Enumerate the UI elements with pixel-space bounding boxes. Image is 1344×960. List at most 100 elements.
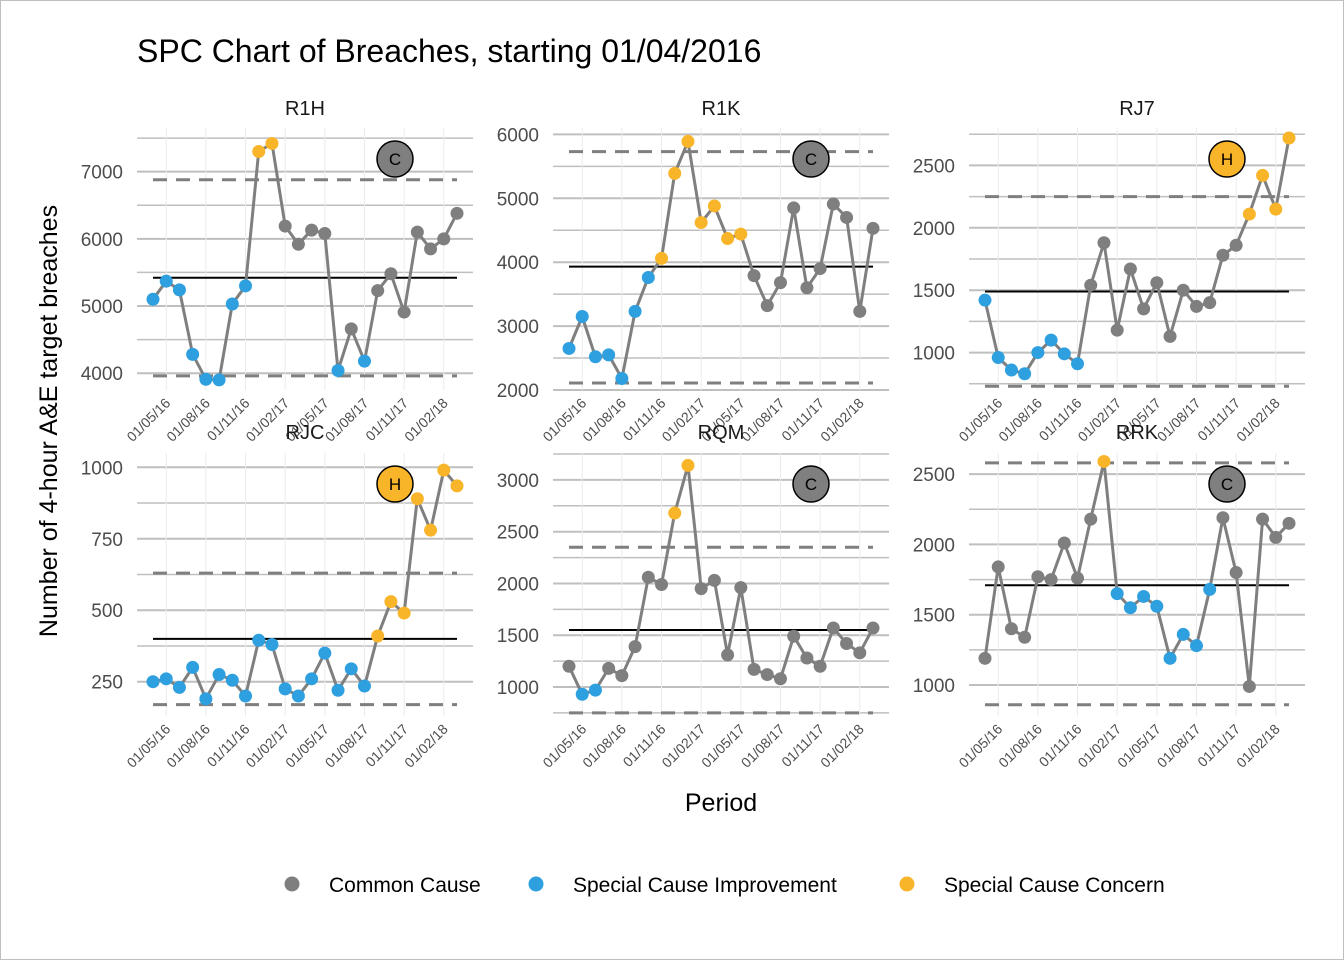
data-point: [1216, 248, 1230, 262]
variation-badge: [376, 465, 414, 503]
x-tick-label: 01/08/17: [738, 395, 788, 445]
data-point: [1004, 363, 1018, 377]
data-point: [734, 227, 748, 241]
y-tick-label: 1000: [81, 458, 123, 479]
data-point: [186, 660, 200, 674]
data-point: [172, 680, 186, 694]
data-point: [265, 638, 279, 652]
data-point: [291, 237, 305, 251]
data-point: [239, 689, 253, 703]
x-tick-label: 01/02/18: [817, 395, 867, 445]
data-point: [681, 458, 695, 472]
x-tick-label: 01/08/16: [579, 721, 629, 771]
data-point: [146, 675, 160, 689]
data-point: [853, 304, 867, 318]
data-point: [1203, 582, 1217, 596]
data-point: [655, 251, 669, 265]
data-point: [225, 673, 239, 687]
y-tick-label: 6000: [81, 230, 123, 251]
data-point: [721, 232, 735, 246]
x-tick-label: 01/02/18: [817, 721, 867, 771]
data-point: [305, 223, 319, 237]
data-point: [437, 232, 451, 246]
data-point: [1071, 357, 1085, 371]
variation-badge: [376, 140, 414, 178]
data-point: [212, 373, 226, 387]
y-tick-label: 1500: [913, 606, 955, 627]
x-axis-title: Period: [685, 789, 757, 817]
data-point: [1044, 333, 1058, 347]
data-point: [1189, 639, 1203, 653]
data-point: [1150, 599, 1164, 613]
x-tick-label: 01/08/17: [1154, 721, 1204, 771]
data-point: [747, 269, 761, 283]
data-point: [853, 646, 867, 660]
x-tick-label: 01/08/16: [995, 721, 1045, 771]
x-tick-label: 01/08/17: [738, 721, 788, 771]
data-point: [450, 206, 464, 220]
data-point: [1242, 679, 1256, 693]
legend-marker: [284, 876, 300, 892]
series-line: [567, 135, 875, 383]
panel-title: RJ7: [1119, 98, 1155, 120]
data-point: [450, 479, 464, 493]
panel-r1k: R1K20003000400050006000C01/05/1601/08/16…: [497, 98, 889, 445]
variation-badge-label: C: [389, 150, 401, 169]
data-point: [252, 145, 266, 159]
data-point: [159, 274, 173, 288]
data-point: [424, 242, 438, 256]
x-tick-label: 01/08/16: [579, 395, 629, 445]
data-point: [357, 354, 371, 368]
panel-title: RJC: [286, 422, 325, 444]
data-point: [641, 271, 655, 285]
data-point: [760, 299, 774, 313]
y-tick-label: 3000: [497, 471, 539, 492]
data-point: [437, 463, 451, 477]
data-point: [1097, 454, 1111, 468]
series-line: [152, 466, 459, 703]
x-tick-label: 01/02/18: [401, 395, 451, 445]
data-point: [707, 573, 721, 587]
data-point: [1269, 202, 1283, 216]
y-tick-label: 750: [91, 530, 123, 551]
data-point: [655, 578, 669, 591]
data-point: [773, 672, 787, 686]
data-point: [1084, 278, 1098, 292]
data-point: [840, 210, 854, 224]
data-point: [787, 629, 801, 643]
x-tick-label: 01/08/16: [163, 395, 213, 445]
data-point: [199, 372, 213, 386]
data-point: [588, 350, 602, 364]
data-point: [866, 621, 880, 635]
data-point: [1137, 589, 1151, 603]
data-point: [172, 283, 186, 297]
data-point: [305, 672, 319, 686]
data-point: [384, 267, 398, 281]
data-point: [1282, 131, 1296, 145]
legend-label: Special Cause Concern: [944, 874, 1165, 897]
data-point: [1110, 323, 1124, 337]
data-point: [1084, 512, 1098, 526]
y-tick-label: 2500: [913, 465, 955, 486]
data-point: [331, 364, 345, 378]
x-tick-label: 01/08/17: [1154, 395, 1204, 445]
legend-label: Special Cause Improvement: [573, 874, 837, 897]
data-point: [826, 197, 840, 211]
data-point: [628, 304, 642, 318]
data-point: [371, 629, 385, 643]
data-point: [840, 637, 854, 651]
x-tick-label: 01/08/16: [163, 721, 213, 771]
data-point: [734, 581, 748, 595]
data-point: [212, 668, 226, 682]
data-point: [978, 651, 992, 665]
data-point: [1176, 283, 1190, 297]
data-point: [813, 262, 827, 276]
data-point: [1004, 622, 1018, 636]
data-point: [602, 348, 616, 362]
y-tick-label: 5000: [497, 189, 539, 210]
data-point: [397, 606, 411, 620]
data-point: [410, 225, 424, 239]
data-point: [800, 651, 814, 665]
y-tick-label: 5000: [81, 297, 123, 318]
